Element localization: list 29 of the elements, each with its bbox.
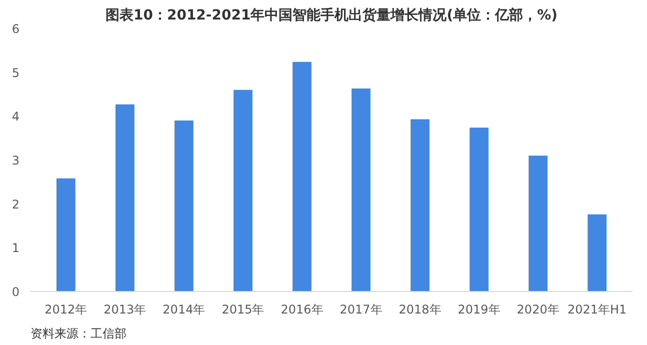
y-tick-label: 3: [12, 154, 20, 168]
x-tick-label: 2019年: [458, 302, 500, 316]
bar: [115, 104, 134, 292]
text: 资料来源：工信部: [30, 326, 126, 340]
x-tick-label: 2017年: [340, 302, 382, 316]
y-tick-label: 6: [12, 22, 20, 36]
x-tick-label: 2014年: [162, 302, 206, 316]
x-tick-label: 2015年: [222, 302, 264, 316]
bar: [56, 178, 76, 292]
bar: [588, 214, 607, 292]
bar: [234, 90, 252, 292]
bar: [410, 119, 430, 292]
bar: [528, 156, 548, 292]
x-tick-label: 2018年: [398, 302, 442, 316]
y-tick-label: 0: [12, 285, 20, 299]
bar: [470, 128, 488, 292]
y-tick-label: 2: [12, 197, 20, 212]
chart-title: 图表10：2012-2021年中国智能手机出货量增长情况(单位：亿部，%): [105, 6, 558, 24]
y-tick-label: 1: [12, 241, 20, 256]
y-tick-label: 4: [12, 110, 20, 124]
bar: [292, 62, 312, 292]
x-tick-label: 2021年H1: [567, 302, 627, 316]
y-tick-label: 5: [12, 66, 20, 80]
bar: [174, 120, 194, 292]
x-tick-label: 2012年: [44, 302, 88, 316]
x-tick-label: 2016年: [280, 302, 324, 316]
x-tick-label: 2013年: [104, 302, 146, 316]
x-tick-label: 2020年: [516, 302, 560, 316]
bar: [352, 88, 370, 292]
